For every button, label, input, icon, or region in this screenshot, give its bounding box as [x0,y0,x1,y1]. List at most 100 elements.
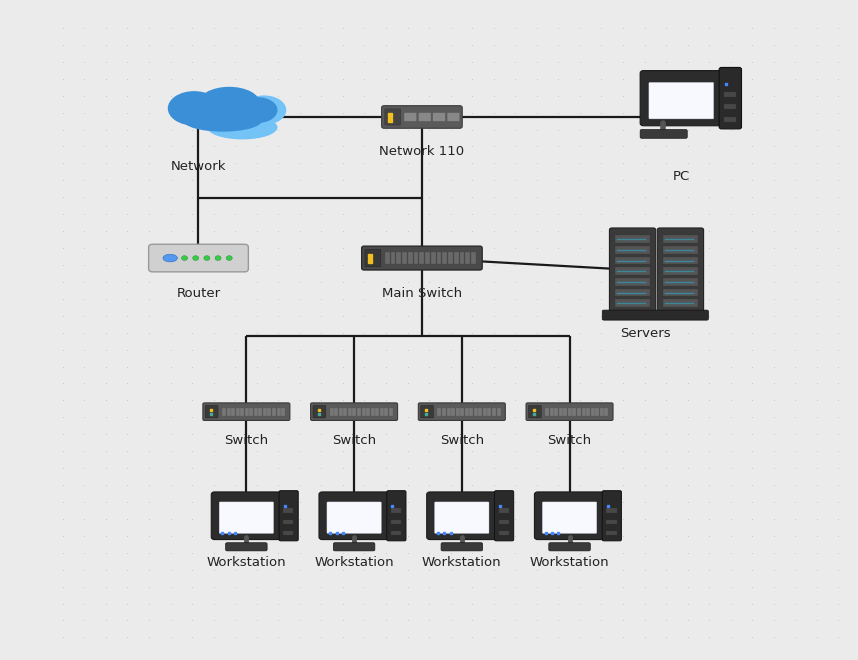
FancyBboxPatch shape [600,408,604,416]
FancyBboxPatch shape [602,310,709,320]
FancyBboxPatch shape [402,252,407,264]
FancyBboxPatch shape [479,408,482,416]
FancyBboxPatch shape [357,408,361,416]
FancyBboxPatch shape [526,403,613,420]
FancyBboxPatch shape [384,408,389,416]
FancyBboxPatch shape [272,408,276,416]
Text: Servers: Servers [620,327,671,340]
FancyBboxPatch shape [615,257,650,265]
Text: Workstation: Workstation [207,556,287,569]
Text: Network: Network [171,160,227,173]
FancyBboxPatch shape [498,519,509,524]
FancyBboxPatch shape [148,244,248,272]
Text: Switch: Switch [547,434,592,447]
FancyBboxPatch shape [460,252,464,264]
FancyBboxPatch shape [550,408,553,416]
FancyBboxPatch shape [474,408,478,416]
FancyBboxPatch shape [572,408,577,416]
FancyBboxPatch shape [396,252,401,264]
FancyBboxPatch shape [498,531,509,535]
FancyBboxPatch shape [327,502,381,533]
FancyBboxPatch shape [236,408,239,416]
FancyBboxPatch shape [438,408,442,416]
FancyBboxPatch shape [366,408,370,416]
FancyBboxPatch shape [564,408,567,416]
FancyBboxPatch shape [334,543,375,551]
FancyBboxPatch shape [240,408,245,416]
FancyBboxPatch shape [657,228,704,314]
Ellipse shape [238,97,277,123]
FancyBboxPatch shape [483,408,486,416]
FancyBboxPatch shape [454,252,458,264]
Ellipse shape [198,87,260,119]
FancyBboxPatch shape [419,403,505,420]
Ellipse shape [242,96,287,125]
FancyBboxPatch shape [339,408,343,416]
Circle shape [215,255,221,261]
FancyBboxPatch shape [724,117,736,122]
FancyBboxPatch shape [545,408,549,416]
FancyBboxPatch shape [487,408,492,416]
FancyBboxPatch shape [353,408,356,416]
FancyBboxPatch shape [385,252,390,264]
FancyBboxPatch shape [542,502,596,533]
FancyBboxPatch shape [414,252,419,264]
FancyBboxPatch shape [220,502,274,533]
FancyBboxPatch shape [577,408,581,416]
FancyBboxPatch shape [465,252,470,264]
FancyBboxPatch shape [471,252,476,264]
FancyBboxPatch shape [329,408,334,416]
FancyBboxPatch shape [425,252,430,264]
Ellipse shape [208,115,277,139]
FancyBboxPatch shape [442,252,447,264]
FancyBboxPatch shape [362,246,482,270]
FancyBboxPatch shape [607,531,617,535]
FancyBboxPatch shape [404,113,417,121]
Text: Workstation: Workstation [422,556,502,569]
FancyBboxPatch shape [451,408,455,416]
Text: PC: PC [673,170,690,183]
FancyBboxPatch shape [279,490,299,541]
FancyBboxPatch shape [465,408,468,416]
FancyBboxPatch shape [245,408,249,416]
FancyBboxPatch shape [441,543,482,551]
FancyBboxPatch shape [469,408,474,416]
FancyBboxPatch shape [435,502,489,533]
FancyBboxPatch shape [382,106,462,128]
FancyBboxPatch shape [426,492,497,540]
FancyBboxPatch shape [311,403,397,420]
FancyBboxPatch shape [385,109,401,125]
FancyBboxPatch shape [365,249,381,267]
FancyBboxPatch shape [615,278,650,286]
FancyBboxPatch shape [595,408,599,416]
FancyBboxPatch shape [615,236,650,243]
Circle shape [193,255,199,261]
FancyBboxPatch shape [319,492,390,540]
FancyBboxPatch shape [609,228,656,314]
FancyBboxPatch shape [494,490,514,541]
FancyBboxPatch shape [313,405,326,418]
Circle shape [227,255,233,261]
FancyBboxPatch shape [258,408,263,416]
FancyBboxPatch shape [420,252,424,264]
FancyBboxPatch shape [663,257,698,265]
FancyBboxPatch shape [448,252,453,264]
FancyBboxPatch shape [390,519,402,524]
FancyBboxPatch shape [649,82,714,119]
FancyBboxPatch shape [719,67,741,129]
FancyBboxPatch shape [615,267,650,275]
FancyBboxPatch shape [663,246,698,253]
FancyBboxPatch shape [343,408,347,416]
Text: Main Switch: Main Switch [382,287,462,300]
FancyBboxPatch shape [607,519,617,524]
FancyBboxPatch shape [663,267,698,275]
FancyBboxPatch shape [590,408,595,416]
FancyBboxPatch shape [497,408,500,416]
Circle shape [182,255,188,261]
FancyBboxPatch shape [390,508,402,513]
FancyBboxPatch shape [456,408,460,416]
FancyBboxPatch shape [419,113,431,121]
FancyBboxPatch shape [283,519,293,524]
Ellipse shape [163,254,178,262]
FancyBboxPatch shape [602,490,621,541]
